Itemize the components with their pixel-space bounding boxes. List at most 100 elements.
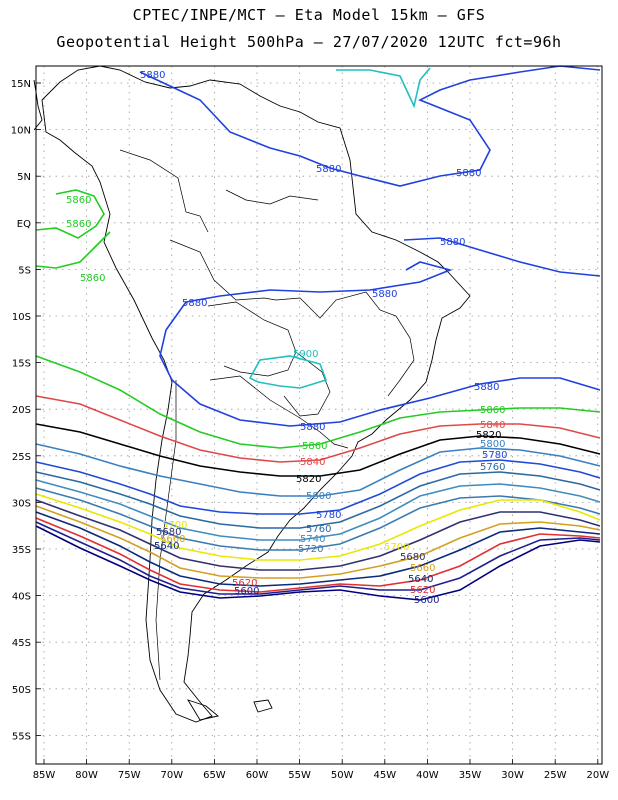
label-5880-brazil: 5880 <box>372 289 397 300</box>
label-5600-west: 5600 <box>234 586 259 597</box>
contour-5840 <box>35 395 601 463</box>
label-5680-west: 5680 <box>156 527 181 538</box>
map-frame <box>35 65 603 765</box>
label-5720: 5720 <box>298 544 323 555</box>
lat-label: EQ <box>17 219 31 230</box>
label-5760-south: 5760 <box>306 524 331 535</box>
lon-label: 75W <box>118 770 141 781</box>
border-bolivia <box>207 301 297 377</box>
contour-5880-bolivia <box>185 261 453 303</box>
chart-title-line2: Geopotential Height 500hPa – 27/07/2020 … <box>56 33 562 51</box>
contour-5820 <box>35 423 601 477</box>
lat-label: 20S <box>12 405 31 416</box>
contour-5580 <box>35 525 601 601</box>
lon-label: 80W <box>75 770 98 781</box>
label-5660-west: 5660 <box>160 534 185 545</box>
label-5800-south: 5800 <box>306 491 331 502</box>
lon-label: 25W <box>544 770 567 781</box>
contour-5680 <box>35 499 601 571</box>
border-paraguay <box>283 351 331 417</box>
label-5700-east: 5700 <box>384 542 409 553</box>
country-borders <box>119 149 415 681</box>
lat-label: 30S <box>12 498 31 509</box>
border-argentina-chile <box>155 380 177 681</box>
label-5640-east: 5640 <box>408 574 433 585</box>
lon-label: 35W <box>459 770 482 781</box>
label-5880-north: 5880 <box>140 70 165 81</box>
border-venezuela-brazil <box>225 189 319 205</box>
lon-label: 40W <box>416 770 439 781</box>
lat-label: 25S <box>12 452 31 463</box>
tierra-del-fuego <box>186 699 219 721</box>
label-5780-east: 5780 <box>482 450 507 461</box>
contour-labels: 5880 5880 5880 5880 5880 5880 5880 5880 … <box>66 70 507 606</box>
coastlines <box>33 65 471 723</box>
contour-5880-ne <box>403 237 601 277</box>
chart-title-line1: CPTEC/INPE/MCT – Eta Model 15km – GFS <box>132 6 486 24</box>
label-5880-colombia: 5880 <box>316 164 341 175</box>
falkland-islands <box>253 699 273 713</box>
label-5800-east: 5800 <box>480 439 505 450</box>
lon-label: 20W <box>586 770 609 781</box>
label-5860-pacific-1: 5860 <box>66 195 91 206</box>
lat-label: 10N <box>11 126 31 137</box>
lon-label: 65W <box>203 770 226 781</box>
lat-label: 45S <box>12 638 31 649</box>
label-5600-east: 5600 <box>414 595 439 606</box>
label-5860-pacific-3: 5860 <box>80 273 105 284</box>
contour-lines <box>35 65 601 601</box>
contour-5900-top <box>336 67 431 109</box>
label-5840-south: 5840 <box>300 457 325 468</box>
contour-5760 <box>35 471 601 529</box>
lon-label: 30W <box>501 770 524 781</box>
latitude-labels: 15N 10N 5N EQ 5S 10S 15S 20S 25S 30S 35S 40S 45S 50S 5… <box>11 79 31 742</box>
lat-label: 15N <box>11 79 31 90</box>
label-5860-pacific-2: 5860 <box>66 219 91 230</box>
lon-label: 85W <box>33 770 56 781</box>
central-america-coast <box>33 79 43 131</box>
label-5620-east: 5620 <box>410 585 435 596</box>
contour-5740 <box>35 479 601 541</box>
longitude-labels: 85W 80W 75W 70W 65W 60W 55W 50W 45W 40W 35W 30W 25W 2… <box>33 770 610 781</box>
lat-label: 15S <box>12 359 31 370</box>
lat-label: 35S <box>12 545 31 556</box>
contour-5880-central <box>159 301 601 427</box>
contour-5780 <box>35 459 601 515</box>
contour-5720 <box>35 487 601 551</box>
contour-5860 <box>35 355 601 449</box>
contour-5600 <box>35 521 601 595</box>
lat-label: 55S <box>12 731 31 742</box>
contour-5880-north <box>139 65 601 187</box>
contour-5700 <box>35 493 601 561</box>
border-peru-brazil <box>169 239 277 301</box>
lat-label: 5N <box>17 172 31 183</box>
lat-label: 5S <box>18 265 31 276</box>
lon-label: 60W <box>246 770 269 781</box>
lon-label: 50W <box>331 770 354 781</box>
contour-5660 <box>35 505 601 579</box>
border-colombia-venezuela <box>119 149 209 233</box>
label-5680-east: 5680 <box>400 552 425 563</box>
label-5620-west: 5620 <box>232 578 257 589</box>
contour-5800 <box>35 443 601 497</box>
contour-5900 <box>248 355 328 389</box>
lon-label: 70W <box>160 770 183 781</box>
label-5820-south: 5820 <box>296 474 321 485</box>
label-5900: 5900 <box>293 349 318 360</box>
label-5640-west: 5640 <box>154 541 179 552</box>
label-5660-east: 5660 <box>410 563 435 574</box>
axis-ticks <box>36 82 599 764</box>
label-5820-east: 5820 <box>476 430 501 441</box>
label-5880-south: 5880 <box>300 422 325 433</box>
label-5880-peru: 5880 <box>182 298 207 309</box>
lat-label: 10S <box>12 312 31 323</box>
contour-5860-west <box>35 189 111 269</box>
label-5740: 5740 <box>300 534 325 545</box>
label-5880-east: 5880 <box>474 382 499 393</box>
label-5880-atlantic: 5880 <box>456 168 481 179</box>
lon-label: 45W <box>373 770 396 781</box>
lat-label: 50S <box>12 685 31 696</box>
label-5860-east: 5860 <box>480 405 505 416</box>
south-america-coast <box>41 65 471 723</box>
label-5700-west: 5700 <box>162 520 187 531</box>
